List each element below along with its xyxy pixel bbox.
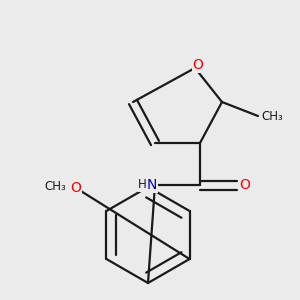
Text: H: H <box>138 178 147 191</box>
Text: CH₃: CH₃ <box>44 179 66 193</box>
Text: O: O <box>70 181 81 195</box>
Text: CH₃: CH₃ <box>261 110 283 122</box>
Text: O: O <box>240 178 250 192</box>
Text: O: O <box>193 58 203 72</box>
Text: N: N <box>147 178 157 192</box>
